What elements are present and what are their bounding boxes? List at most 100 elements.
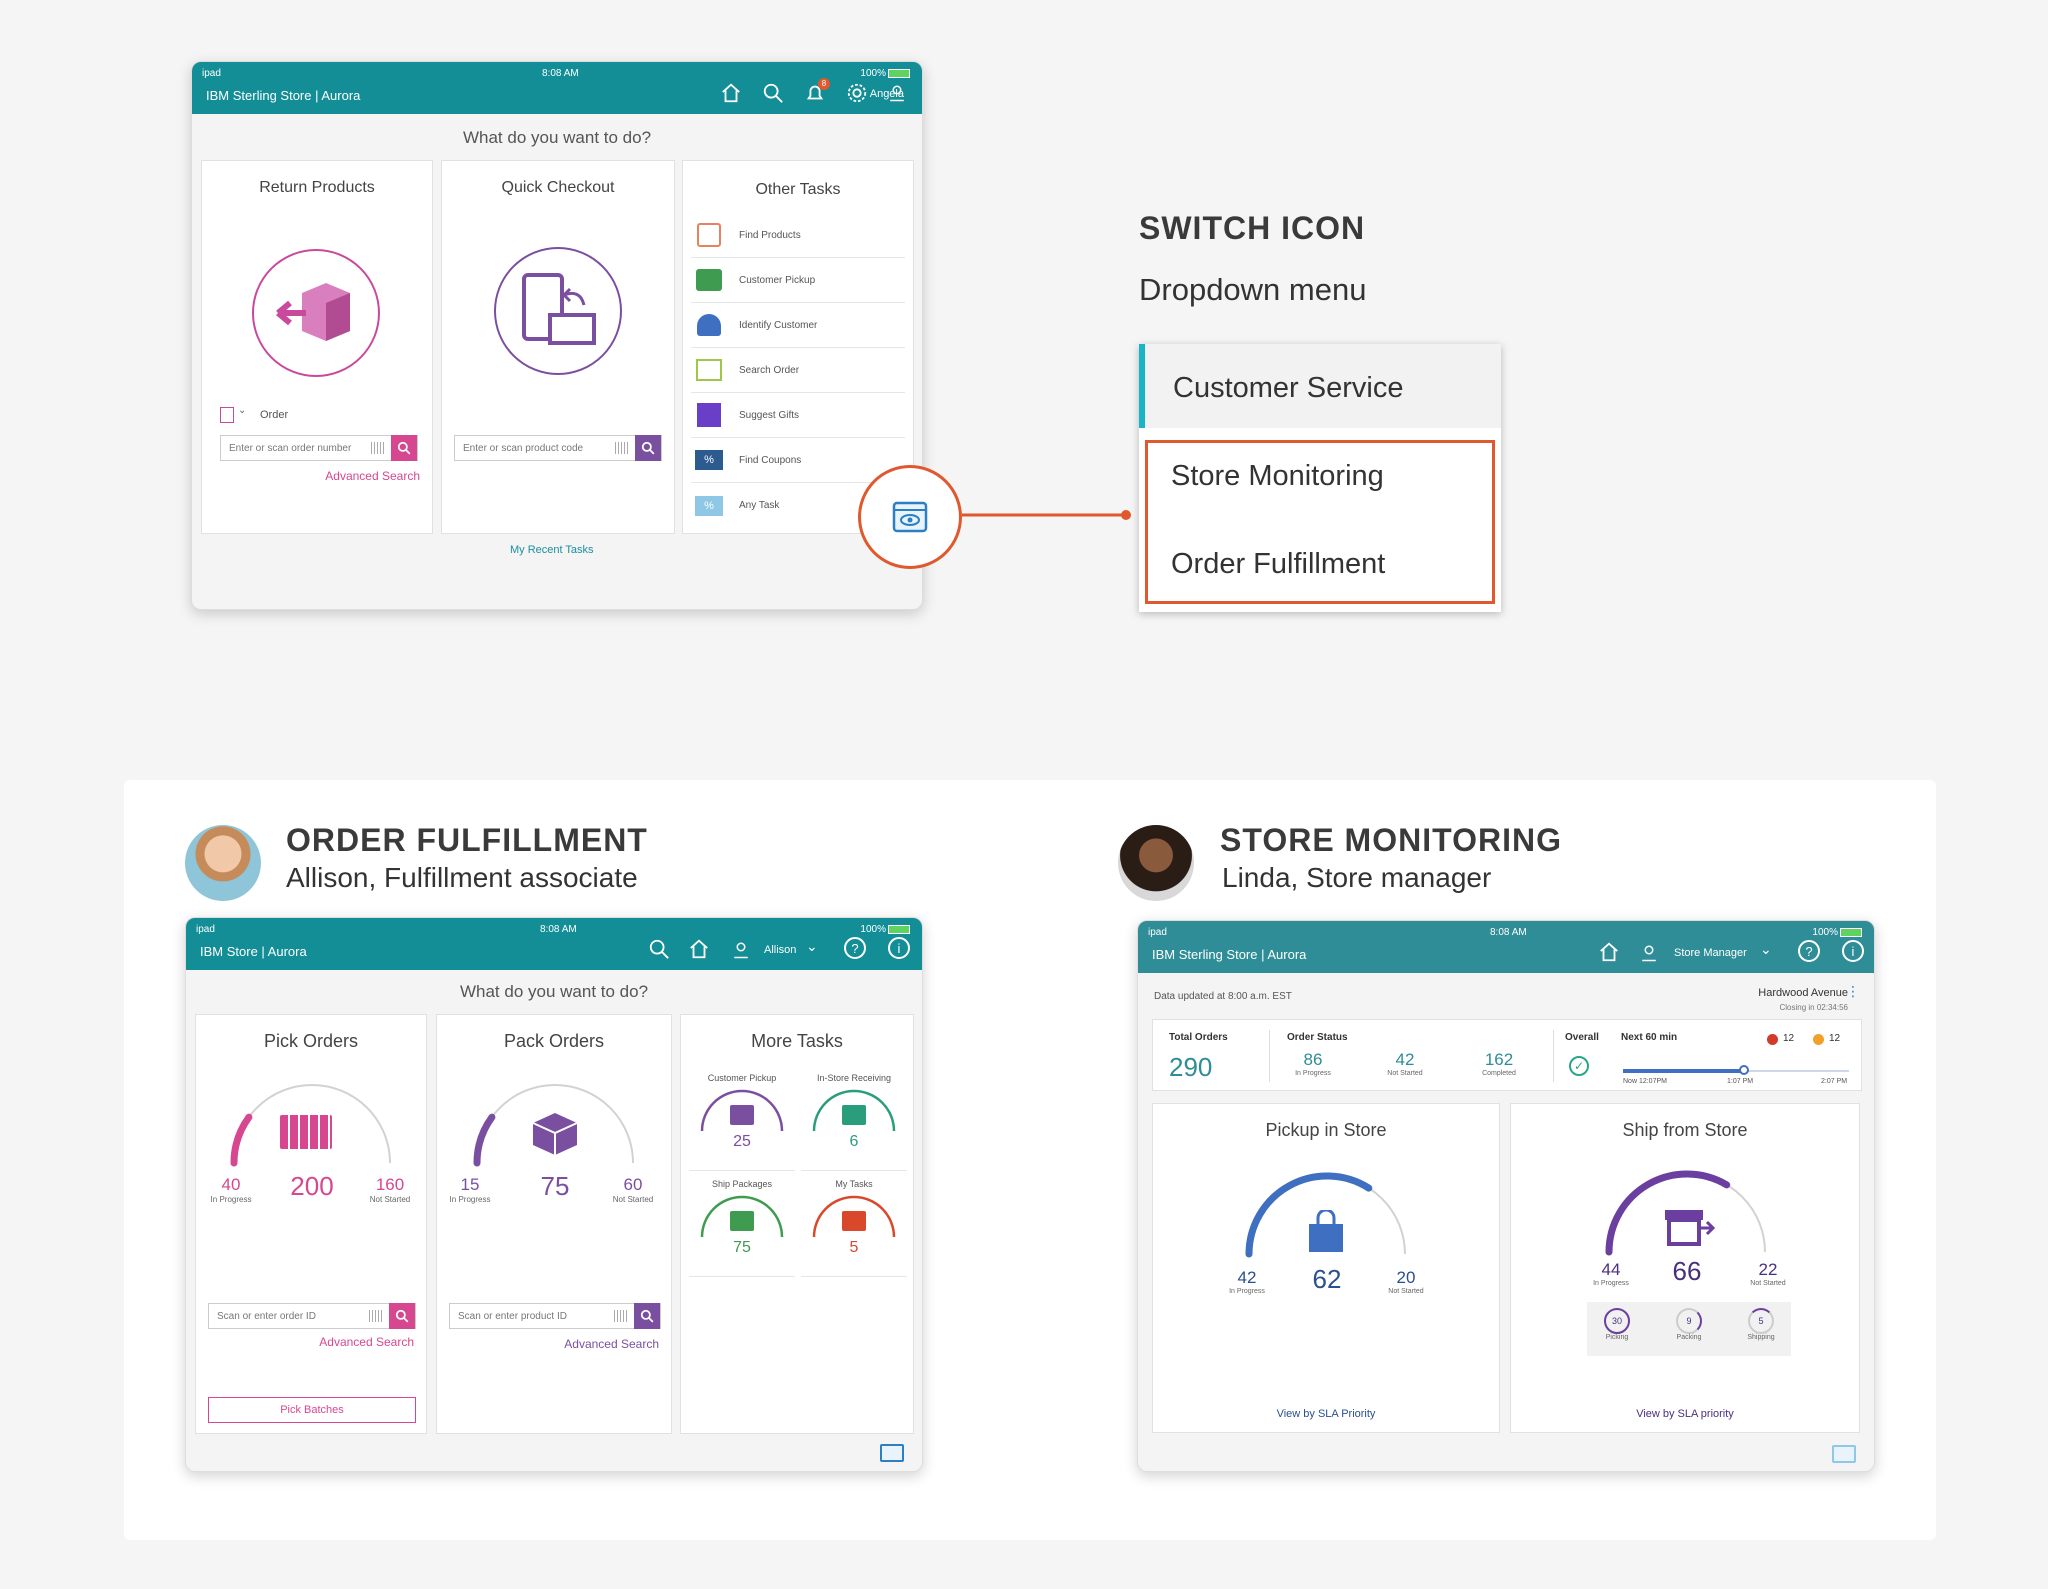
picking-stage[interactable]: 30 Picking [1593,1308,1641,1341]
app-title: IBM Sterling Store | Aurora [1152,947,1307,962]
dropdown-item-label: Order Fulfillment [1171,548,1386,580]
shipping-stage[interactable]: 5 Shipping [1737,1308,1785,1341]
view-by-sla-link[interactable]: View by SLA Priority [1276,1408,1376,1420]
return-products-card[interactable]: Return Products ⌄ Order Enter or scan or… [201,160,433,534]
search-button[interactable] [389,1303,415,1329]
monitoring-persona: Linda, Store manager [1222,862,1492,893]
switch-icon[interactable] [892,501,928,533]
task-label: Customer Pickup [739,274,816,286]
product-id-input[interactable]: Scan or enter product ID [449,1303,661,1329]
quick-checkout-card[interactable]: Quick Checkout Enter or scan product cod… [441,160,675,534]
task-gauge-icon [700,1089,784,1132]
dropdown-item-label: Store Monitoring [1171,460,1384,492]
dropdown-item-store-monitoring[interactable]: Store Monitoring [1145,440,1495,522]
search-button[interactable] [391,435,417,461]
user-name[interactable]: Store Manager [1674,947,1747,959]
card-title: Other Tasks [755,181,841,198]
pick-orders-card[interactable]: Pick Orders 40 In Progress 200 160 Not Sta… [195,1014,427,1434]
task-any-task[interactable]: % Any Task [691,483,905,528]
user-icon[interactable] [1640,943,1658,963]
chevron-down-icon[interactable]: ⌄ [238,405,247,416]
more-task-my-tasks[interactable]: My Tasks 5 [801,1177,907,1277]
overall-label: Overall [1565,1032,1599,1043]
chevron-down-icon[interactable]: ⌄ [806,938,818,954]
task-find-products[interactable]: Find Products [691,213,905,258]
user-name[interactable]: Angela [869,88,904,100]
not-started-count: 20 Not Started [1388,1268,1424,1295]
task-customer-pickup[interactable]: Customer Pickup [691,258,905,303]
task-gauge-icon [812,1089,896,1132]
barcode-icon[interactable] [615,442,629,454]
search-placeholder: Enter or scan product code [463,443,584,454]
prompt-text: What do you want to do? [459,982,649,1001]
info-icon[interactable]: i [888,937,910,959]
order-id-input[interactable]: Scan or enter order ID [208,1303,416,1329]
task-identify-customer[interactable]: Identify Customer [691,303,905,348]
fulfillment-heading: ORDER FULFILLMENT [286,822,648,858]
barcode-icon[interactable] [614,1310,628,1322]
advanced-search-link[interactable]: Advanced Search [319,1335,414,1349]
switch-icon-magnifier[interactable] [858,465,962,569]
clock: 8:08 AM [540,924,577,935]
info-icon[interactable]: i [1842,940,1864,962]
my-recent-tasks-link[interactable]: My Recent Tasks [510,544,594,556]
advanced-search-link[interactable]: Advanced Search [564,1337,659,1351]
home-icon[interactable] [1598,941,1620,963]
timeline-start: Now 12:07PM [1623,1078,1667,1085]
notification-bell-icon[interactable]: 8 [804,78,830,104]
search-icon[interactable] [648,938,670,960]
battery-label: 100% [1812,927,1838,938]
help-icon[interactable]: ? [844,937,866,959]
search-button[interactable] [634,1303,660,1329]
search-placeholder: Scan or enter product ID [458,1311,567,1322]
search-placeholder: Enter or scan order number [229,443,352,454]
user-icon[interactable] [732,940,750,960]
order-search-input[interactable]: Enter or scan order number [220,435,418,461]
search-order-icon [696,359,722,381]
more-task-in-store-receiving[interactable]: In-Store Receiving 6 [801,1071,907,1171]
more-task-ship-packages[interactable]: Ship Packages 75 [689,1177,795,1277]
switch-icon[interactable] [880,1444,904,1462]
ship-breakdown: 30 Picking 9 Packing 5 Shipping [1587,1302,1791,1356]
barcode-icon[interactable] [369,1310,383,1322]
packing-stage[interactable]: 9 Packing [1665,1308,1713,1341]
task-find-coupons[interactable]: % Find Coupons [691,438,905,483]
chevron-down-icon[interactable]: ⌄ [1760,941,1772,957]
timeline-handle[interactable] [1739,1065,1749,1075]
pick-batches-button[interactable]: Pick Batches [208,1397,416,1423]
task-suggest-gifts[interactable]: Suggest Gifts [691,393,905,438]
gear-icon[interactable] [846,82,868,104]
advanced-search-link[interactable]: Advanced Search [325,469,420,483]
store-name[interactable]: Hardwood Avenue [1758,987,1848,999]
home-icon[interactable] [688,938,710,960]
switch-icon-heading: SWITCH ICON [1139,210,1366,246]
dropdown-menu: Customer Service Store Monitoring Order … [1139,344,1501,612]
view-by-sla-link[interactable]: View by SLA priority [1636,1408,1734,1420]
card-title: Ship from Store [1622,1120,1748,1140]
more-tasks-card: More Tasks Customer Pickup 25 In-Store Rec… [680,1014,914,1434]
pickup-in-store-card[interactable]: Pickup in Store 42 In Progress 62 20 Not S… [1152,1103,1500,1433]
search-icon[interactable] [762,82,784,104]
barcode-icon[interactable] [371,442,385,454]
user-name[interactable]: Allison [764,944,797,956]
task-search-order[interactable]: Search Order [691,348,905,393]
pack-orders-card[interactable]: Pack Orders 15 In Progress 75 60 Not Start… [436,1014,672,1434]
more-task-customer-pickup[interactable]: Customer Pickup 25 [689,1071,795,1171]
battery-icon [888,69,910,78]
switch-icon[interactable] [1832,1445,1856,1463]
search-placeholder: Scan or enter order ID [217,1311,316,1322]
not-started-count: 42 Not Started [1387,1050,1423,1077]
dropdown-item-order-fulfillment[interactable]: Order Fulfillment [1145,522,1495,604]
search-button[interactable] [635,435,661,461]
more-options-icon[interactable]: ⋮ [1846,983,1860,999]
dropdown-item-customer-service[interactable]: Customer Service [1139,344,1501,428]
help-icon[interactable]: ? [1798,940,1820,962]
task-count: 25 [733,1133,751,1150]
user-icon[interactable] [888,83,906,103]
total-count: 66 [1672,1256,1702,1286]
product-code-input[interactable]: Enter or scan product code [454,435,662,461]
order-list-icon[interactable] [220,407,234,423]
not-started-count: 60 Not Started [612,1175,654,1204]
ship-from-store-card[interactable]: Ship from Store 44 In Progress 66 22 Not S… [1510,1103,1860,1433]
home-icon[interactable] [720,82,742,104]
